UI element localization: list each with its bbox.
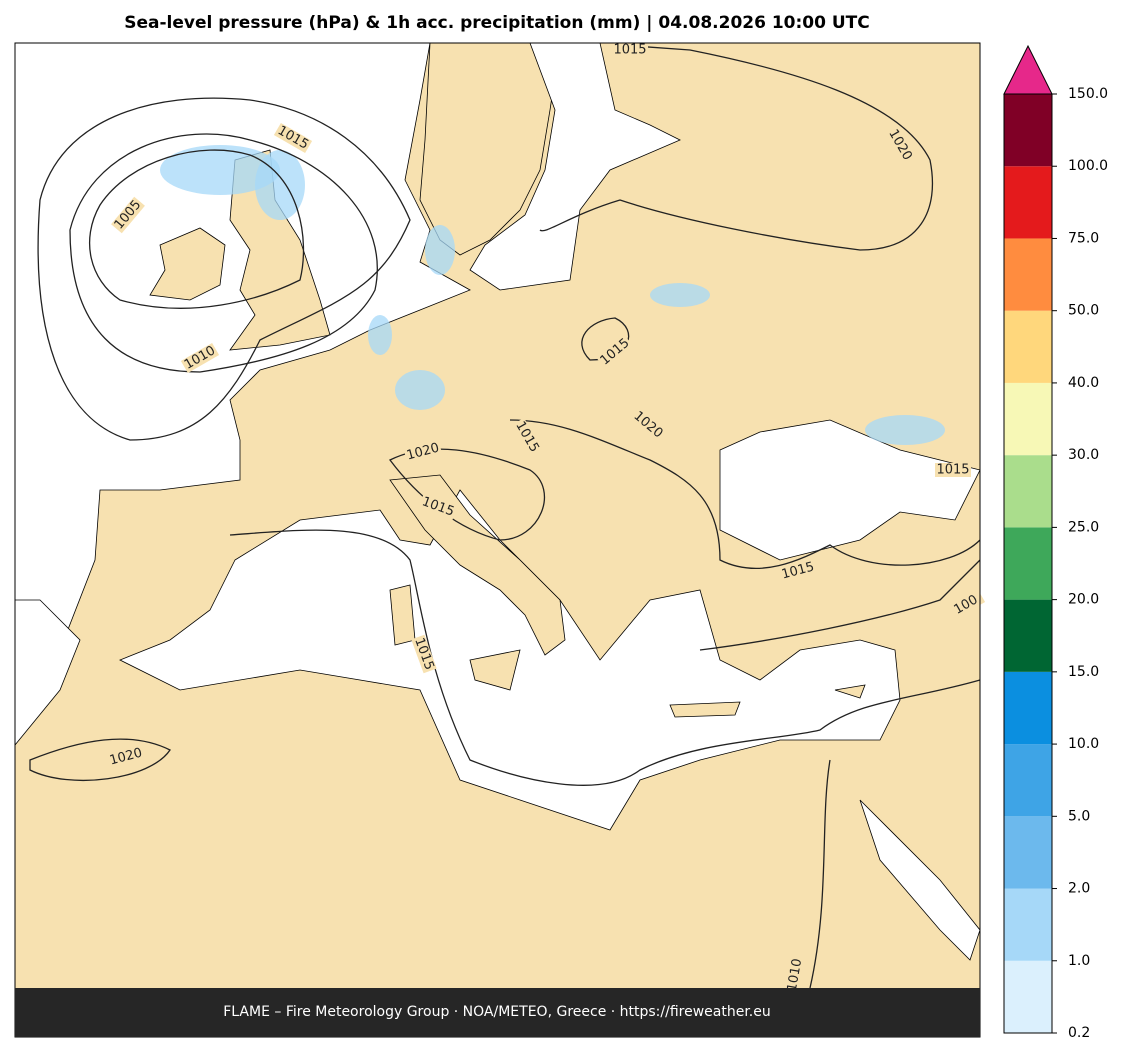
baltic-sea [469,42,681,291]
colorbar-bin [1004,527,1052,600]
isobar [509,419,981,569]
colorbar-tick-label: 30.0 [1068,447,1099,463]
contour-label-bg [403,440,443,464]
isobar [699,559,981,651]
colorbar-tick-label: 15.0 [1068,664,1099,680]
colorbar-bin [1004,816,1052,889]
colorbar-tick-label: 0.2 [1068,1025,1090,1041]
contour-label-bg [612,43,648,57]
colorbar-tick-label: 150.0 [1068,86,1108,102]
contour-label-bg [106,745,146,769]
colorbar-bin [1004,166,1052,239]
footer-bar [15,988,980,1037]
colorbar-tick-label: 50.0 [1068,303,1099,319]
isobar [29,738,171,781]
isobar [539,44,934,251]
colorbar-tick-label: 25.0 [1068,519,1099,535]
colorbar-bin [1004,310,1052,383]
contour-label-bg [946,589,986,621]
colorbar-bin [1004,599,1052,672]
crete [669,701,741,718]
contour-label-bg [418,494,458,520]
red-sea [859,799,981,961]
contour-label: 1015 [936,463,969,478]
isobars [29,44,981,989]
colorbar-bin [1004,238,1052,311]
colorbar-tick-label: 40.0 [1068,375,1099,391]
contour-label-bg [884,125,916,165]
isobar [88,149,305,309]
colorbar-extend [1003,44,1053,95]
isobar [809,759,831,989]
precipitation [160,145,945,445]
title: Sea-level pressure (hPa) & 1h acc. preci… [124,13,870,33]
contour-label-bg [629,408,667,442]
precip-area [650,283,710,307]
contour-label-bg [180,342,220,374]
isobar [69,133,378,373]
italy [389,474,566,656]
precip-area [395,370,445,410]
precip-area [160,145,280,195]
contour-label-bg [511,417,543,457]
colorbar-tick-label: 1.0 [1068,953,1090,969]
colorbar-frame [1003,93,1053,1034]
colorbar-bin [1004,94,1052,167]
contour-label-bg [784,956,806,994]
colorbar-bin [1004,455,1052,528]
colorbar-bin [1004,744,1052,817]
colorbar-tick-label: 5.0 [1068,808,1090,824]
black-sea [719,419,981,561]
contour-label: 1015 [613,43,646,58]
precip-area [865,415,945,445]
contour-label-bg [596,335,634,369]
colorbar-bin [1004,671,1052,745]
contour-label-bg [935,463,971,477]
colorbar-tick-label: 100.0 [1068,158,1108,174]
contour-label-bg [111,196,145,234]
precip-area [255,150,305,220]
isobar [229,529,981,786]
colorbar-bin [1004,382,1052,456]
sicily [469,649,521,691]
colorbar-tick-label: 20.0 [1068,592,1099,608]
contour-label: 1010 [785,957,806,992]
colorbar-bin [1004,888,1052,961]
contour-label-bg [411,634,437,674]
colorbar-tick-label: 75.0 [1068,230,1099,246]
ireland [149,227,226,301]
precip-area [425,225,455,275]
colorbar-tick-label: 10.0 [1068,736,1099,752]
colorbar-bin [1004,960,1052,1033]
contour-label-bg [273,122,313,154]
precip-area [368,315,392,355]
footer-text: FLAME – Fire Meteorology Group · NOA/MET… [223,1004,771,1020]
colorbar-tick-label: 2.0 [1068,881,1090,897]
colorbar: 0.2 1.0 2.0 5.0 10.0 15.0 20.0 25.0 30.0 40.0 50.0… [1003,44,1108,1041]
contour-label-bg [778,559,818,583]
isobar [37,97,411,441]
cyprus [834,684,866,699]
